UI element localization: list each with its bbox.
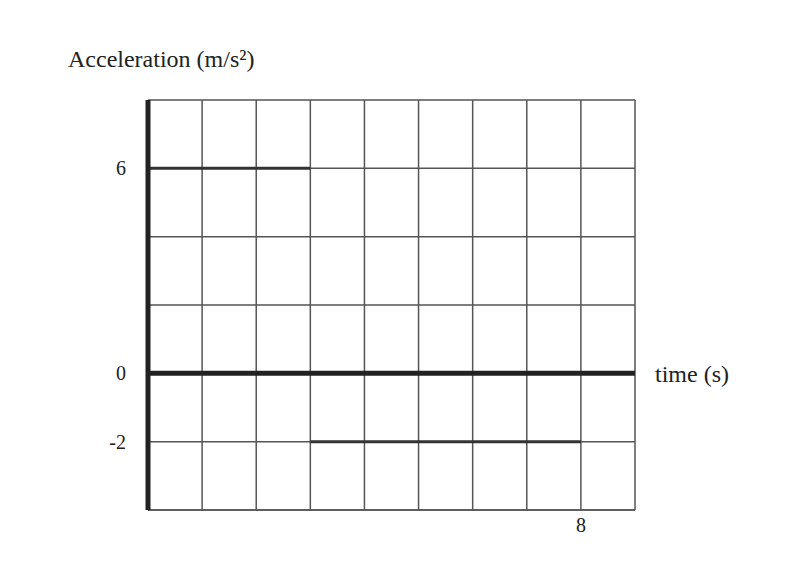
html-text:Acceleration (m/s²): Acceleration (m/s²)	[68, 46, 255, 72]
svg-text:-2: -2	[109, 431, 126, 453]
svg-text:8: 8	[576, 514, 586, 536]
svg-text:time (s): time (s)	[655, 361, 729, 387]
svg-text:6: 6	[116, 157, 126, 179]
svg-text:0: 0	[116, 362, 126, 384]
